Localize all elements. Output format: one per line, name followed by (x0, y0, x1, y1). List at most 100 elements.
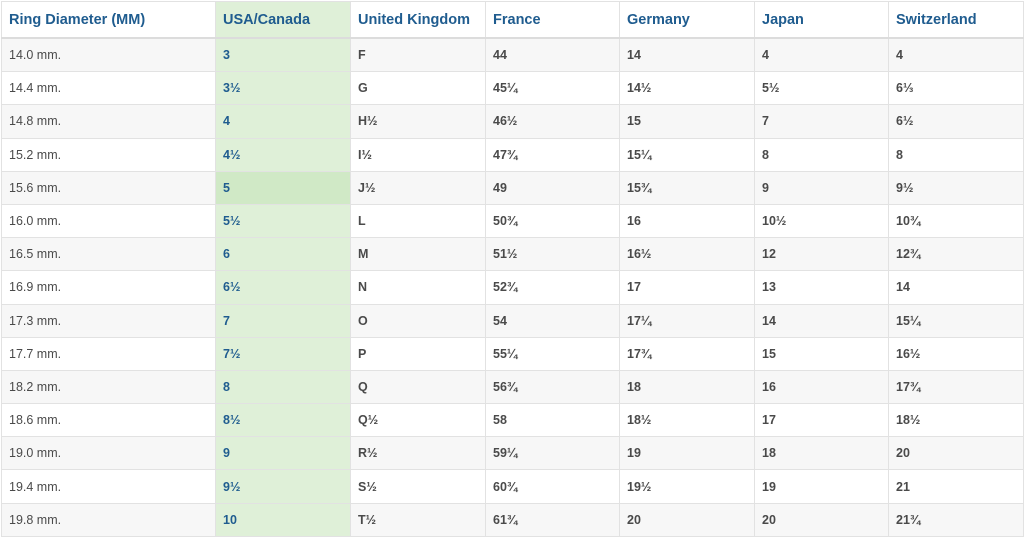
cell-japan: 14 (754, 303, 889, 338)
cell-united-kingdom: G (350, 71, 486, 106)
table-row: 14.0 mm. 3 F 44 14 4 4 (1, 37, 1024, 73)
cell-japan: 4 (754, 37, 889, 73)
cell-united-kingdom: Q½ (350, 403, 486, 438)
cell-japan: 10½ (754, 203, 889, 239)
cell-germany: 20 (619, 502, 755, 537)
cell-france: 51½ (485, 237, 620, 272)
cell-switzerland: 4 (888, 37, 1024, 73)
cell-ring-diameter: 18.6 mm. (1, 403, 216, 438)
table-row: 15.6 mm. 5 J½ 49 15¾ 9 9½ (1, 170, 1024, 205)
cell-switzerland: 16½ (888, 336, 1024, 371)
table-row: 18.2 mm. 8 Q 56¾ 18 16 17¾ (1, 369, 1024, 405)
cell-france: 47¾ (485, 137, 620, 172)
cell-japan: 7 (754, 104, 889, 139)
cell-germany: 14½ (619, 71, 755, 106)
cell-france: 44 (485, 37, 620, 73)
cell-switzerland: 8 (888, 137, 1024, 172)
cell-germany: 18½ (619, 403, 755, 438)
cell-ring-diameter: 18.2 mm. (1, 369, 216, 405)
table-row: 15.2 mm. 4½ I½ 47¾ 15¼ 8 8 (1, 137, 1024, 172)
cell-usa-canada: 4½ (215, 137, 351, 172)
table-row: 16.5 mm. 6 M 51½ 16½ 12 12¾ (1, 237, 1024, 272)
cell-france: 50¾ (485, 203, 620, 239)
cell-germany: 18 (619, 369, 755, 405)
cell-japan: 12 (754, 237, 889, 272)
cell-ring-diameter: 16.5 mm. (1, 237, 216, 272)
cell-switzerland: 20 (888, 436, 1024, 471)
cell-japan: 5½ (754, 71, 889, 106)
cell-germany: 17¼ (619, 303, 755, 338)
cell-japan: 17 (754, 403, 889, 438)
cell-ring-diameter: 14.8 mm. (1, 104, 216, 139)
cell-ring-diameter: 17.7 mm. (1, 336, 216, 371)
cell-switzerland: 15¼ (888, 303, 1024, 338)
cell-japan: 18 (754, 436, 889, 471)
table-row: 17.3 mm. 7 O 54 17¼ 14 15¼ (1, 303, 1024, 338)
table-row: 16.0 mm. 5½ L 50¾ 16 10½ 10¾ (1, 203, 1024, 239)
column-header-united-kingdom: United Kingdom (350, 1, 486, 39)
cell-switzerland: 17¾ (888, 369, 1024, 405)
table-row: 19.0 mm. 9 R½ 59¼ 19 18 20 (1, 436, 1024, 471)
table-row: 16.9 mm. 6½ N 52¾ 17 13 14 (1, 270, 1024, 305)
cell-germany: 15 (619, 104, 755, 139)
cell-usa-canada: 5½ (215, 203, 351, 239)
cell-germany: 15¼ (619, 137, 755, 172)
cell-japan: 13 (754, 270, 889, 305)
cell-switzerland: 21 (888, 469, 1024, 504)
cell-ring-diameter: 19.8 mm. (1, 502, 216, 537)
cell-switzerland: 10¾ (888, 203, 1024, 239)
cell-usa-canada: 4 (215, 104, 351, 139)
cell-united-kingdom: O (350, 303, 486, 338)
cell-ring-diameter: 14.0 mm. (1, 37, 216, 73)
cell-germany: 17 (619, 270, 755, 305)
cell-france: 61¾ (485, 502, 620, 537)
table-row: 17.7 mm. 7½ P 55¼ 17¾ 15 16½ (1, 336, 1024, 371)
cell-switzerland: 21¾ (888, 502, 1024, 537)
cell-usa-canada: 9 (215, 436, 351, 471)
cell-japan: 19 (754, 469, 889, 504)
table-row: 19.8 mm. 10 T½ 61¾ 20 20 21¾ (1, 502, 1024, 537)
cell-usa-canada: 9½ (215, 469, 351, 504)
cell-switzerland: 18½ (888, 403, 1024, 438)
cell-france: 52¾ (485, 270, 620, 305)
cell-japan: 15 (754, 336, 889, 371)
cell-france: 46½ (485, 104, 620, 139)
cell-united-kingdom: L (350, 203, 486, 239)
cell-usa-canada: 7 (215, 303, 351, 338)
cell-usa-canada: 7½ (215, 336, 351, 371)
cell-france: 54 (485, 303, 620, 338)
cell-france: 58 (485, 403, 620, 438)
cell-japan: 20 (754, 502, 889, 537)
cell-usa-canada: 6½ (215, 270, 351, 305)
column-header-germany: Germany (619, 1, 755, 39)
cell-germany: 17¾ (619, 336, 755, 371)
column-header-usa-canada: USA/Canada (215, 1, 351, 39)
cell-usa-canada: 10 (215, 502, 351, 537)
cell-usa-canada: 6 (215, 237, 351, 272)
table-row: 14.4 mm. 3½ G 45¼ 14½ 5½ 6⅓ (1, 71, 1024, 106)
table-row: 14.8 mm. 4 H½ 46½ 15 7 6½ (1, 104, 1024, 139)
cell-france: 56¾ (485, 369, 620, 405)
cell-germany: 16 (619, 203, 755, 239)
table-row: 18.6 mm. 8½ Q½ 58 18½ 17 18½ (1, 403, 1024, 438)
cell-germany: 14 (619, 37, 755, 73)
cell-ring-diameter: 17.3 mm. (1, 303, 216, 338)
cell-ring-diameter: 16.9 mm. (1, 270, 216, 305)
cell-united-kingdom: R½ (350, 436, 486, 471)
cell-switzerland: 6½ (888, 104, 1024, 139)
cell-ring-diameter: 16.0 mm. (1, 203, 216, 239)
cell-switzerland: 6⅓ (888, 71, 1024, 106)
cell-ring-diameter: 14.4 mm. (1, 71, 216, 106)
cell-france: 49 (485, 170, 620, 205)
cell-france: 60¾ (485, 469, 620, 504)
cell-france: 45¼ (485, 71, 620, 106)
cell-united-kingdom: T½ (350, 502, 486, 537)
cell-united-kingdom: Q (350, 369, 486, 405)
cell-united-kingdom: I½ (350, 137, 486, 172)
cell-united-kingdom: F (350, 37, 486, 73)
cell-japan: 9 (754, 170, 889, 205)
table-header-row: Ring Diameter (MM) USA/Canada United Kingd… (1, 1, 1024, 39)
cell-usa-canada: 8 (215, 369, 351, 405)
column-header-japan: Japan (754, 1, 889, 39)
cell-ring-diameter: 15.2 mm. (1, 137, 216, 172)
